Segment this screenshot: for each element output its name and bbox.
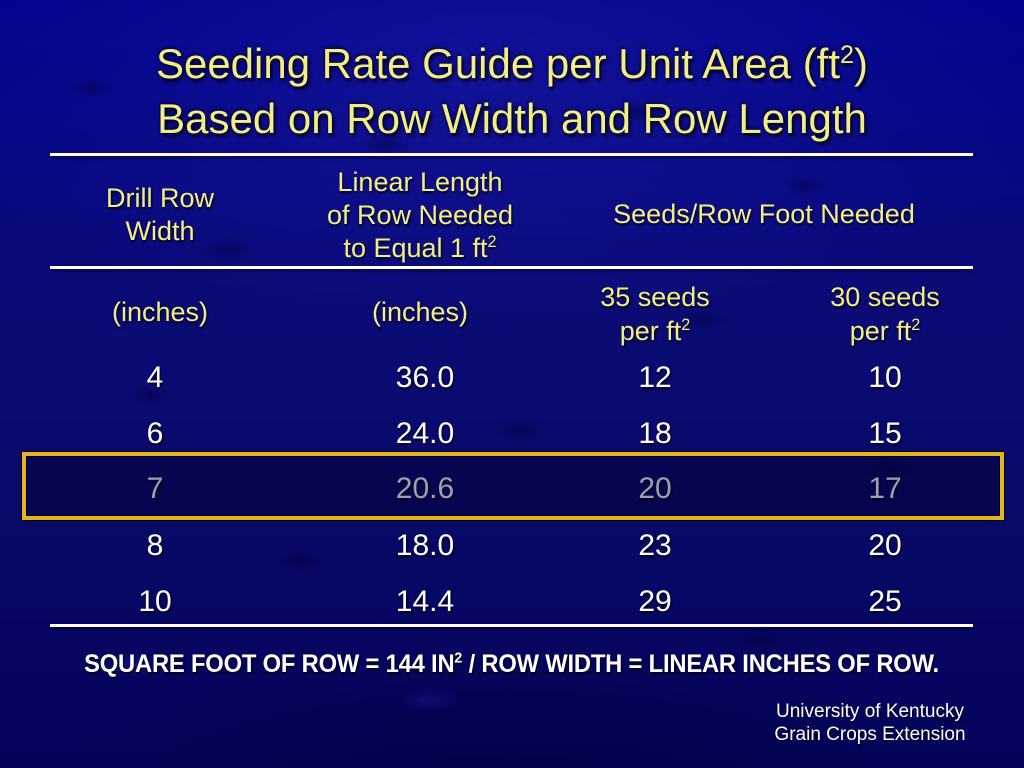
table-row: 4 36.0 12 10 [0, 361, 1024, 397]
subheader-line: 30 seeds [830, 282, 940, 312]
title-text-close: ) [854, 40, 869, 87]
table-top-rule [50, 153, 973, 156]
slide-title-line1: Seeding Rate Guide per Unit Area (ft2) [0, 36, 1024, 91]
superscript-2: 2 [681, 316, 691, 334]
header-line: Linear Length [337, 167, 503, 197]
units-linear-length: (inches) [371, 297, 469, 327]
cell-seeds-30: 10 [868, 361, 902, 394]
cell-seeds-35: 23 [638, 529, 672, 562]
subheader-text: per ft [849, 316, 912, 346]
table-header-rule [50, 266, 973, 269]
slide-title-line2: Based on Row Width and Row Length [157, 95, 867, 142]
subheader-text: per ft [619, 316, 682, 346]
cell-drill-row-width: 10 [138, 585, 172, 618]
cell-seeds-30: 25 [868, 585, 902, 618]
subheader-line: per ft2 [775, 314, 995, 348]
subheader-line: per ft2 [545, 314, 765, 348]
header-line: Drill Row [106, 183, 214, 213]
cell-seeds-35: 18 [638, 417, 672, 450]
cell-linear-length: 18.0 [395, 529, 455, 562]
attribution-line1: University of Kentucky [776, 701, 964, 722]
title-text: Seeding Rate Guide per Unit Area (ft [155, 40, 841, 87]
cell-linear-length: 14.4 [395, 585, 455, 618]
cell-linear-length: 24.0 [395, 417, 455, 450]
cell-seeds-30: 20 [868, 529, 902, 562]
cell-drill-row-width: 6 [146, 417, 164, 450]
column-header-drill-row-width: Drill Row Width [50, 182, 270, 248]
column-header-linear-length: Linear Length of Row Needed to Equal 1 f… [275, 166, 565, 265]
superscript-2: 2 [454, 649, 463, 667]
superscript-2: 2 [911, 316, 921, 334]
highlight-box [22, 452, 1004, 520]
table-row: 6 24.0 18 15 [0, 417, 1024, 453]
table-bottom-rule [50, 624, 973, 627]
attribution: University of Kentucky Grain Crops Exten… [755, 700, 985, 746]
header-line: of Row Needed [326, 200, 514, 230]
table-row: 10 14.4 29 25 [0, 585, 1024, 621]
superscript-2: 2 [487, 233, 497, 251]
units-drill-row-width: (inches) [111, 297, 209, 327]
cell-seeds-35: 29 [638, 585, 672, 618]
formula-text-rest: / ROW WIDTH = LINEAR INCHES OF ROW. [462, 650, 940, 678]
subheader-35-seeds: 35 seeds per ft2 [545, 280, 765, 348]
formula-footnote: SQUARE FOOT OF ROW = 144 IN2 / ROW WIDTH… [73, 650, 950, 679]
header-line: Width [125, 216, 195, 246]
cell-seeds-30: 15 [868, 417, 902, 450]
column-header-seeds-row-foot: Seeds/Row Foot Needed [613, 199, 915, 229]
slide-title: Seeding Rate Guide per Unit Area (ft2) B… [0, 36, 1024, 146]
cell-linear-length: 36.0 [395, 361, 455, 394]
cell-seeds-35: 12 [638, 361, 672, 394]
table-row: 8 18.0 23 20 [0, 529, 1024, 565]
cell-drill-row-width: 4 [146, 361, 164, 394]
subheader-30-seeds: 30 seeds per ft2 [775, 280, 995, 348]
subheader-line: 35 seeds [600, 282, 710, 312]
header-line: to Equal 1 ft2 [275, 232, 565, 265]
attribution-line2: Grain Crops Extension [774, 724, 966, 745]
cell-drill-row-width: 8 [146, 529, 164, 562]
superscript-2: 2 [840, 41, 855, 69]
formula-text: SQUARE FOOT OF ROW = 144 IN [84, 650, 455, 678]
header-text: to Equal 1 ft [343, 233, 488, 263]
